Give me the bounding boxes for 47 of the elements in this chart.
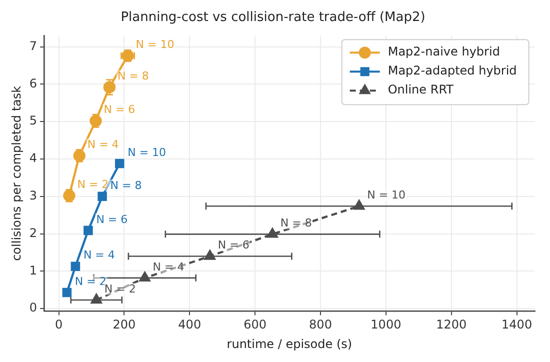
- annotation: N = 10: [136, 38, 174, 52]
- chart-title: Planning-cost vs collision-rate trade-off (Map2): [120, 10, 426, 26]
- x-tick-label: 200: [112, 318, 136, 332]
- annotation: N = 2: [104, 282, 136, 296]
- annotation: N = 8: [280, 216, 312, 230]
- y-tick-label: 5: [29, 114, 38, 128]
- annotation: N = 2: [77, 178, 109, 192]
- point: [354, 200, 365, 210]
- point: [62, 288, 72, 298]
- y-tick-label: 7: [29, 38, 38, 53]
- point: [139, 272, 150, 282]
- y-tick-label: 4: [29, 151, 38, 166]
- point: [98, 192, 107, 202]
- point: [114, 158, 124, 168]
- annotation: N = 6: [218, 238, 250, 252]
- point: [84, 226, 93, 236]
- x-tick-label: 1200: [436, 318, 467, 332]
- y-tick-label: 0: [29, 300, 38, 315]
- point: [266, 228, 278, 238]
- y-tick-label: 6: [29, 76, 38, 90]
- y-tick-label: 3: [29, 188, 38, 203]
- annotation: N = 8: [117, 70, 149, 83]
- legend-label: Map2-naive hybrid: [388, 44, 500, 59]
- x-tick-label: 800: [309, 318, 332, 332]
- point: [90, 294, 102, 304]
- point: [204, 250, 216, 260]
- annotation: N = 10: [128, 146, 166, 159]
- annotation: N = 4: [83, 248, 115, 262]
- x-axis-title: runtime / episode (s): [226, 336, 352, 351]
- annotation: N = 10: [367, 188, 406, 202]
- annotation: N = 4: [152, 260, 184, 274]
- x-tick-label: 1000: [370, 318, 402, 332]
- y-tick-label: 1: [29, 263, 38, 278]
- x-tick-label: 0: [54, 318, 63, 332]
- x-tick-label: 600: [244, 318, 267, 332]
- annotation: N = 4: [87, 138, 119, 151]
- annotation: N = 6: [104, 103, 136, 116]
- y-tick-label: 2: [29, 226, 38, 240]
- legend-label: Online RRT: [388, 82, 454, 97]
- annotation: N = 8: [110, 178, 142, 192]
- x-tick-label: 1400: [502, 318, 532, 332]
- annotation: N = 6: [96, 212, 128, 226]
- point: [70, 262, 80, 271]
- annotation: N = 2: [74, 274, 106, 288]
- y-axis-title: collisions per completed task: [9, 86, 24, 261]
- legend-label: Map2-adapted hybrid: [388, 64, 517, 78]
- x-tick-label: 400: [178, 318, 202, 332]
